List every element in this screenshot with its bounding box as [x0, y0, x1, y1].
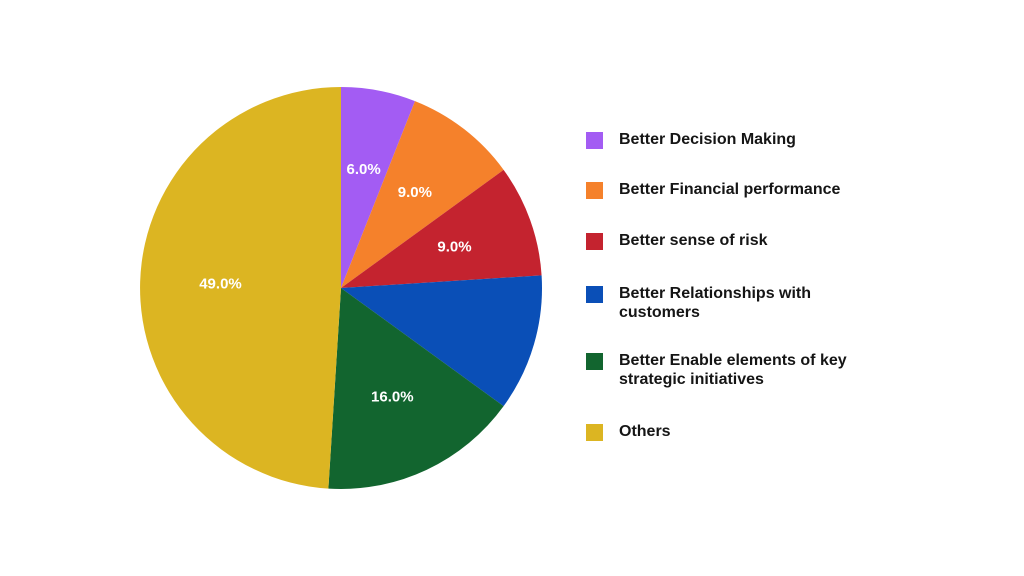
pie-slices	[140, 86, 542, 489]
slice-data-label: 9.0%	[398, 184, 432, 201]
legend-item: Others	[586, 422, 671, 441]
slice-data-label: 16.0%	[371, 389, 414, 406]
legend-item: Better Enable elements of key strategic …	[586, 351, 886, 389]
slice-data-label: 9.0%	[437, 239, 471, 256]
legend-item: Better Decision Making	[586, 130, 796, 149]
legend-label: Better Financial performance	[619, 181, 841, 198]
legend-item: Better Financial performance	[586, 180, 840, 199]
legend-label: Others	[619, 423, 671, 440]
legend-label: Better Decision Making	[619, 131, 796, 148]
legend-item: Better sense of risk	[586, 231, 768, 250]
legend-label: Better Enable elements of key strategic …	[619, 352, 847, 388]
slice-data-label: 6.0%	[346, 161, 380, 178]
legend-swatch	[586, 233, 603, 250]
slice-data-label: 49.0%	[199, 276, 242, 293]
pie-slice-labels: 6.0% 9.0% 9.0% 16.0% 49.0%	[199, 161, 471, 406]
pie-slice-better-relationships-with-customers	[341, 275, 542, 407]
pie-slice-better-financial-performance	[341, 101, 504, 288]
legend-swatch	[586, 132, 603, 149]
legend-label: Better Relationships with customers	[619, 285, 812, 321]
legend-swatch	[586, 286, 603, 303]
legend-swatch	[586, 353, 603, 370]
pie-slice-others	[140, 87, 341, 489]
legend-swatch	[586, 424, 603, 441]
pie-slice-better-decision-making	[341, 86, 415, 288]
pie-slice-better-sense-of-risk	[341, 169, 542, 288]
legend-swatch	[586, 182, 603, 199]
legend-label: Better sense of risk	[619, 232, 768, 249]
pie-slice-better-enable-elements-of-key-strategic-initiatives	[328, 288, 504, 489]
legend-item: Better Relationships with customers	[586, 284, 886, 322]
